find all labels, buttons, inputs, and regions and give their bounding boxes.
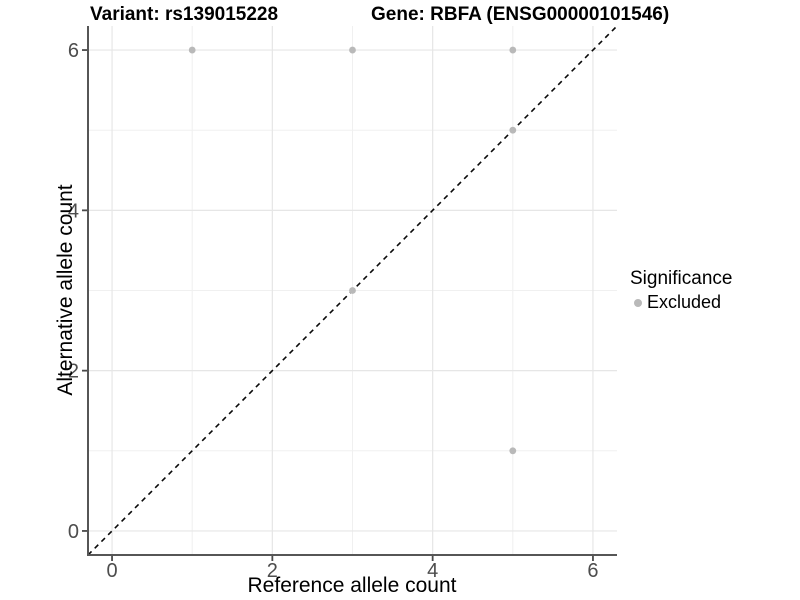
x-axis-title: Reference allele count — [247, 574, 457, 597]
legend-item-label: Excluded — [647, 292, 722, 312]
variant-title: Variant: rs139015228 — [90, 4, 279, 25]
excluded-point-icon — [634, 298, 642, 307]
legend-title: Significance — [630, 268, 733, 289]
data-point — [349, 46, 356, 54]
data-point — [188, 46, 196, 54]
y-tick-label: 6 — [68, 40, 79, 62]
y-axis-title: Alternative allele count — [54, 184, 77, 396]
x-tick-label: 0 — [106, 560, 117, 582]
x-tick-label: 6 — [587, 560, 598, 582]
legend: Significance Excluded — [630, 269, 732, 313]
x-tick-label: 4 — [427, 560, 438, 582]
y-tick-label: 2 — [68, 361, 79, 383]
y-tick-label: 0 — [68, 521, 79, 543]
x-tick-label: 2 — [267, 560, 278, 582]
data-point — [509, 447, 517, 455]
gene-title: Gene: RBFA (ENSG00000101546) — [371, 4, 670, 25]
data-point — [509, 46, 517, 54]
data-point — [349, 287, 356, 294]
legend-item-excluded: Excluded — [634, 292, 732, 313]
y-tick-label: 4 — [68, 200, 79, 222]
data-point — [509, 126, 517, 134]
